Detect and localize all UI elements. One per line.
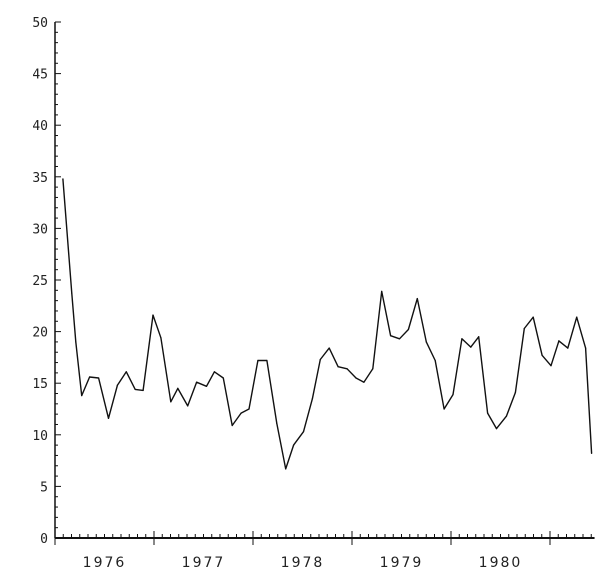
y-tick-label: 5 <box>40 480 48 495</box>
y-tick-label: 35 <box>32 171 48 186</box>
data-point <box>585 347 587 349</box>
series <box>62 178 593 470</box>
data-point <box>398 338 401 340</box>
data-point <box>443 408 445 410</box>
data-point <box>134 388 136 390</box>
data-point <box>170 401 172 403</box>
y-tick-label: 20 <box>32 326 48 341</box>
y-tick-label: 30 <box>32 222 48 237</box>
data-point <box>487 412 489 414</box>
y-tick-label: 0 <box>40 532 48 547</box>
data-point <box>116 384 118 386</box>
data-point <box>337 366 339 368</box>
y-tick-labels: 0 5 10 15 20 25 30 35 40 45 50 <box>32 16 48 547</box>
data-point <box>523 327 525 330</box>
data-point <box>205 385 208 387</box>
data-point <box>248 408 250 410</box>
x-tick-label: 1977 <box>182 555 226 571</box>
data-point <box>222 377 224 379</box>
data-point <box>231 424 233 427</box>
data-point <box>355 377 357 379</box>
x-tick-labels: 1976 1977 1978 1979 1980 <box>83 555 523 571</box>
data-point <box>107 417 110 419</box>
data-point <box>142 389 144 392</box>
data-point <box>276 422 278 425</box>
data-point <box>160 337 162 339</box>
y-tick-label: 40 <box>32 119 48 134</box>
x-tick-label: 1979 <box>380 555 424 571</box>
data-point <box>97 377 100 379</box>
data-point <box>319 358 321 361</box>
data-point <box>125 371 127 373</box>
data-point <box>266 359 268 362</box>
data-point <box>213 371 215 373</box>
data-point <box>152 314 154 316</box>
y-tick-label: 45 <box>32 68 48 83</box>
data-point <box>558 340 560 342</box>
y-tick-label: 50 <box>32 16 48 31</box>
data-point <box>195 381 198 383</box>
data-point <box>81 394 83 397</box>
x-tick-label: 1978 <box>281 555 325 571</box>
y-tick-label: 25 <box>32 274 48 289</box>
data-point <box>372 368 374 370</box>
y-tick-label: 10 <box>32 429 48 444</box>
data-point <box>532 316 534 318</box>
data-point <box>240 412 242 414</box>
data-point <box>461 338 463 340</box>
data-point <box>89 376 91 378</box>
y-tick-label: 15 <box>32 377 48 392</box>
data-point <box>187 405 189 407</box>
data-point <box>590 452 593 454</box>
data-point <box>285 468 287 470</box>
data-point <box>257 359 259 362</box>
data-point <box>541 354 543 356</box>
data-point <box>390 335 392 337</box>
data-point <box>75 341 77 343</box>
x-tick-label: 1980 <box>479 555 523 571</box>
data-point <box>311 398 313 400</box>
data-point <box>425 341 427 343</box>
data-point <box>478 336 480 338</box>
data-point <box>505 415 508 417</box>
data-point <box>514 391 516 394</box>
data-point <box>381 290 383 292</box>
data-point <box>71 292 73 295</box>
data-point <box>550 365 552 367</box>
data-point <box>62 178 64 180</box>
data-point <box>470 346 472 348</box>
data-point <box>434 359 436 362</box>
data-point <box>495 428 498 430</box>
data-point <box>346 368 348 370</box>
data-point <box>567 347 569 349</box>
data-point <box>177 387 179 389</box>
data-point <box>292 444 295 446</box>
data-point <box>576 316 578 318</box>
data-point <box>328 347 330 349</box>
series-line <box>62 178 593 470</box>
data-point <box>416 297 418 300</box>
data-point <box>363 381 365 383</box>
data-point <box>407 328 410 331</box>
data-point <box>452 393 454 396</box>
x-tick-label: 1976 <box>83 555 127 571</box>
axes <box>54 21 595 545</box>
data-point <box>302 431 305 433</box>
